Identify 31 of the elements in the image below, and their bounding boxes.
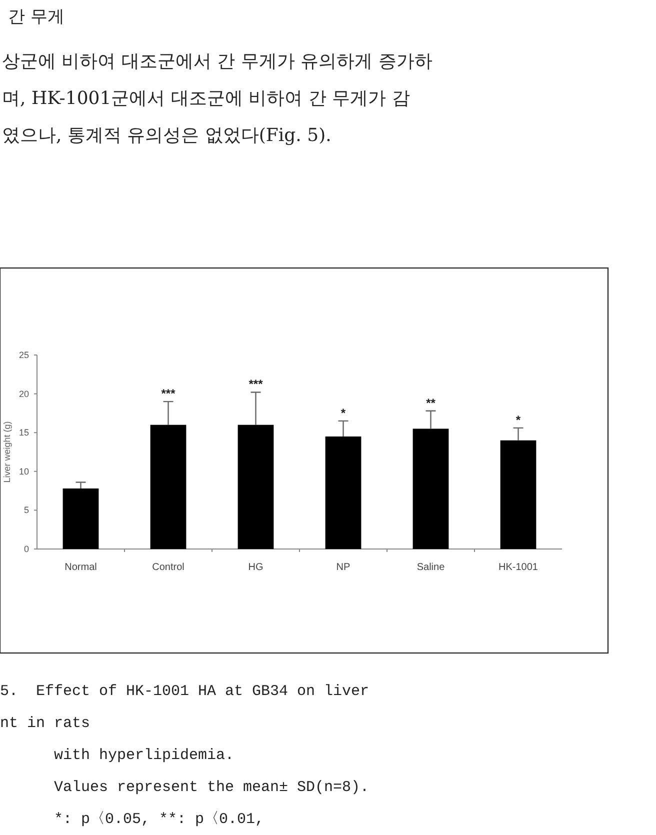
x-tick-label: HG: [248, 562, 264, 573]
y-tick-label: 10: [18, 466, 29, 476]
annotation: ***: [248, 377, 264, 392]
bar: [325, 436, 362, 549]
annotation: *: [340, 406, 346, 420]
chart-subtitle: 상군에 비하여 대조군에서 간 무게가 유의하게 증가하 며, HK-1001군에서 대조군에 비하여 간 무게가 감 였으나, 통계적 유의성은 없었다(Fig. 5).: [2, 51, 432, 146]
x-tick-label: NP: [336, 562, 351, 573]
text: nt in rats: [0, 715, 90, 732]
text: 5. Effect of HK-1001 HA at GB34 on liver: [0, 683, 370, 700]
x-tick-label: HK-1001: [498, 562, 538, 573]
y-axis-title: Liver weight (g): [2, 421, 12, 483]
annotation: ***: [161, 386, 176, 401]
x-tick-label: Saline: [416, 562, 446, 573]
bar: [150, 424, 186, 549]
bar: [238, 424, 274, 549]
y-tick-label: 15: [18, 428, 29, 438]
annotation: **: [426, 396, 436, 410]
bar: [500, 440, 536, 549]
y-tick-label: 0: [24, 544, 29, 554]
x-tick-label: Normal: [64, 562, 97, 573]
y-tick-label: 25: [18, 350, 29, 360]
y-tick-label: 5: [24, 505, 29, 516]
bar: [62, 488, 99, 549]
text: with hyperlipidemia.: [0, 747, 234, 764]
text: Values represent the mean± SD(n=8).: [0, 779, 370, 796]
text: *: p〈0.05, **: p〈0.01,: [0, 811, 264, 828]
annotation: *: [516, 412, 521, 427]
y-tick-label: 20: [18, 388, 29, 399]
x-tick-label: Control: [152, 562, 184, 573]
chart-title: 간 무게: [8, 7, 64, 27]
bar: [412, 428, 449, 549]
